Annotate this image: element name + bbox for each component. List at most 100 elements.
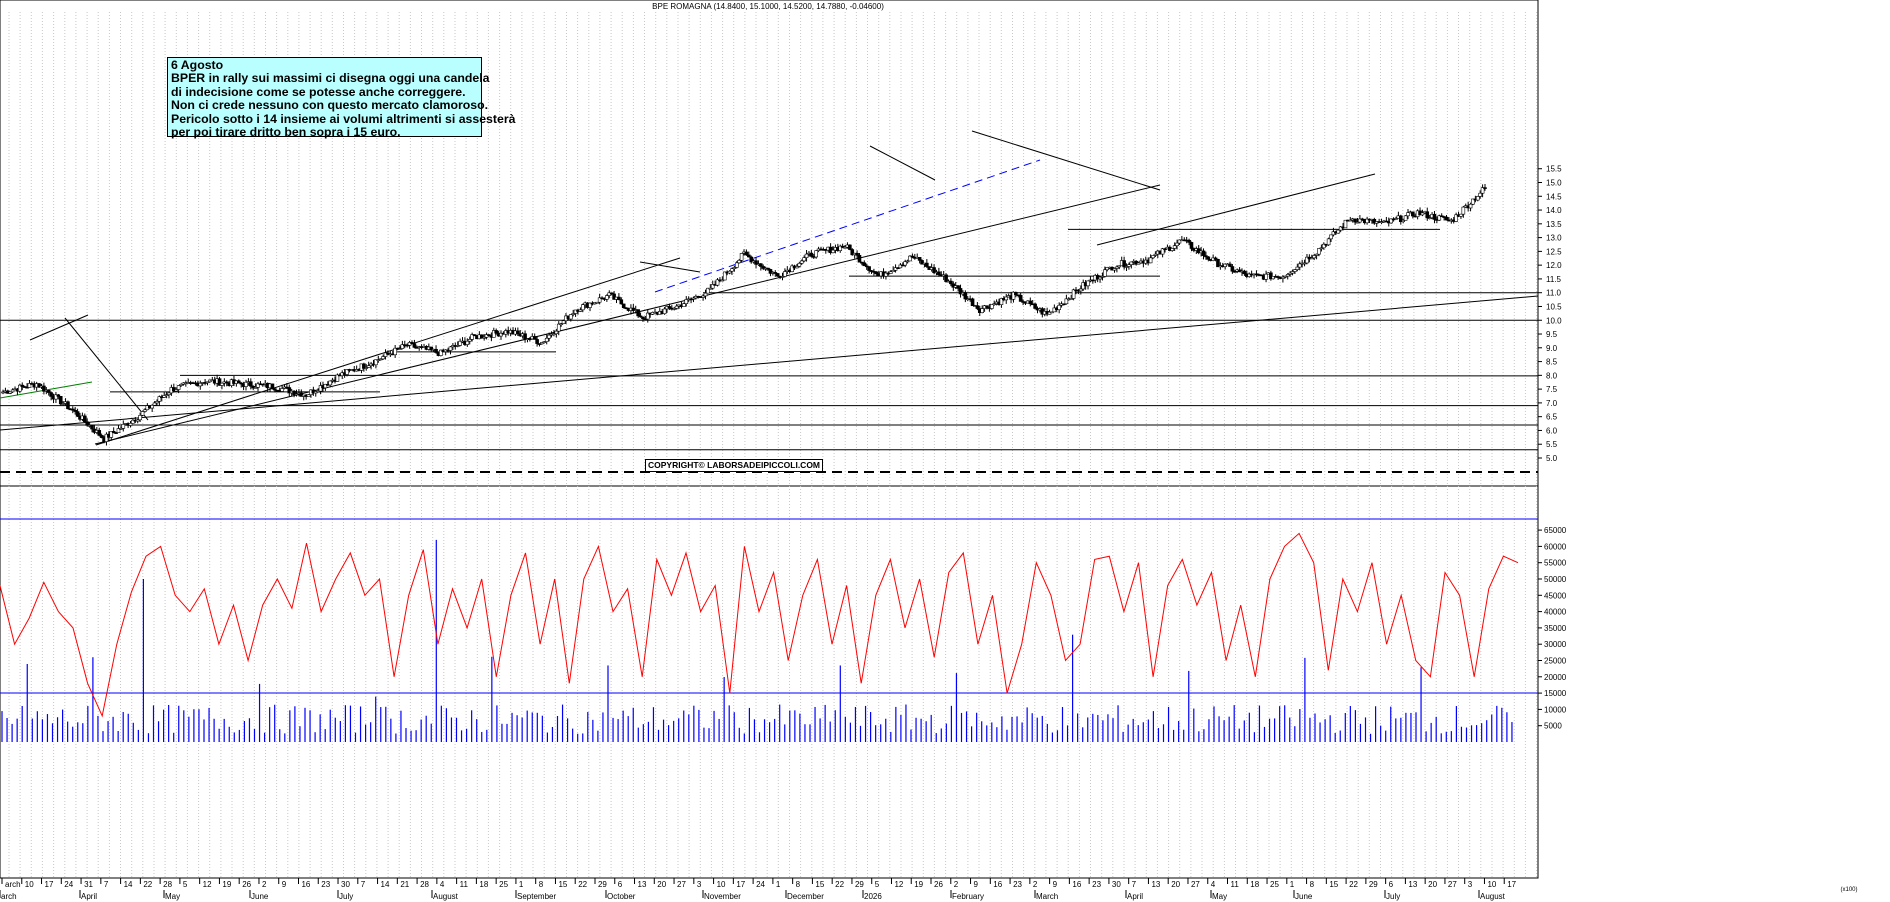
month-label: arch: [1, 892, 17, 901]
candle-body: [985, 305, 989, 308]
candle-body: [1329, 234, 1333, 240]
candle-body: [1454, 214, 1458, 222]
date-tick-label: 14: [381, 880, 390, 889]
candle-body: [128, 422, 133, 426]
candle-body: [920, 260, 924, 265]
candle-body: [140, 411, 145, 416]
candle-body: [27, 383, 32, 388]
candle-body: [804, 253, 809, 258]
candle-body: [18, 384, 22, 392]
candle-body: [162, 395, 166, 398]
candle-body: [179, 383, 183, 386]
candle-body: [1483, 187, 1487, 189]
candle-body: [1136, 262, 1141, 265]
candle-body: [1213, 257, 1218, 260]
candle-body: [999, 298, 1004, 305]
candle-body: [814, 250, 818, 258]
candle-body: [1322, 243, 1326, 249]
candle-body: [891, 270, 895, 273]
candle-body: [732, 267, 737, 269]
volume-bars: [1, 539, 1513, 742]
candle-body: [937, 271, 941, 275]
candle-body: [455, 345, 460, 347]
candle-body: [239, 382, 243, 385]
candle-body: [802, 257, 806, 262]
candle-body: [884, 272, 888, 277]
candle-body: [374, 359, 378, 366]
candle-body: [143, 409, 147, 412]
candle-body: [82, 415, 87, 423]
candle-body: [710, 284, 715, 289]
trend-line: [869, 145, 936, 181]
candle-body: [1086, 280, 1090, 287]
trend-line: [971, 130, 1161, 191]
candle-body: [1079, 288, 1083, 292]
date-tick-label: 28: [163, 880, 172, 889]
month-label: September: [517, 892, 556, 901]
month-label: August: [433, 892, 459, 901]
date-tick-label: 4: [1211, 880, 1216, 889]
candle-body: [345, 369, 349, 375]
candle-body: [797, 263, 802, 267]
date-tick-label: 24: [64, 880, 73, 889]
candle-body: [1175, 242, 1179, 246]
date-tick-label: 1: [519, 880, 524, 889]
candle-body: [780, 276, 785, 278]
date-tick-label: 8: [539, 880, 544, 889]
candle-body: [1098, 276, 1102, 280]
candle-body: [831, 249, 835, 254]
candle-body: [111, 431, 116, 433]
candle-body: [1336, 229, 1341, 234]
date-tick-label: 15: [815, 880, 824, 889]
candle-body: [1064, 298, 1069, 305]
trend-line: [1096, 173, 1376, 246]
date-tick-label: 2: [262, 880, 267, 889]
date-tick-label: 13: [638, 880, 647, 889]
candle-body: [1105, 267, 1110, 271]
candle-body: [61, 403, 65, 405]
date-tick-label: 17: [1507, 880, 1516, 889]
candle-body: [85, 421, 90, 426]
candle-body: [910, 255, 915, 258]
candle-body: [412, 343, 417, 348]
candle-body: [393, 347, 397, 356]
candle-body: [1348, 219, 1353, 222]
candle-body: [908, 255, 912, 262]
candle-body: [944, 274, 948, 282]
candle-body: [152, 402, 157, 406]
candle-body: [1050, 311, 1054, 314]
candle-body: [857, 254, 862, 263]
candle-body: [850, 249, 855, 256]
note-line: per poi tirare dritto ben sopra i 15 eur…: [171, 125, 401, 140]
candle-body: [217, 378, 222, 386]
price-tick-label: 6.5: [1546, 413, 1558, 422]
date-tick-label: 1: [1290, 880, 1295, 889]
date-tick-label: 9: [974, 880, 979, 889]
candle-body: [1033, 303, 1037, 309]
candle-body: [56, 394, 61, 397]
candle-body: [761, 266, 766, 269]
candle-body: [571, 313, 575, 315]
candle-body: [1394, 218, 1398, 220]
candle-body: [612, 293, 616, 300]
date-tick-label: 5: [183, 880, 188, 889]
trend-line: [64, 317, 149, 421]
date-tick-label: 20: [1171, 880, 1180, 889]
volume-oscillator-line: [0, 532, 1519, 718]
candle-body: [1100, 276, 1105, 278]
volume-unit-label: (x100): [1840, 887, 1857, 893]
candle-body: [691, 297, 696, 300]
trend-line: [0, 295, 1539, 431]
candle-body: [75, 411, 80, 417]
date-tick-label: 16: [301, 880, 310, 889]
candle-body: [739, 253, 744, 261]
candle-body: [465, 340, 470, 345]
candle-body: [888, 271, 893, 274]
candle-body: [109, 431, 114, 438]
candle-body: [1389, 218, 1393, 224]
candle-body: [759, 263, 763, 267]
date-tick-label: 28: [420, 880, 429, 889]
candle-body: [10, 389, 15, 393]
candle-body: [328, 380, 332, 386]
price-tick-label: 13.0: [1546, 234, 1562, 243]
